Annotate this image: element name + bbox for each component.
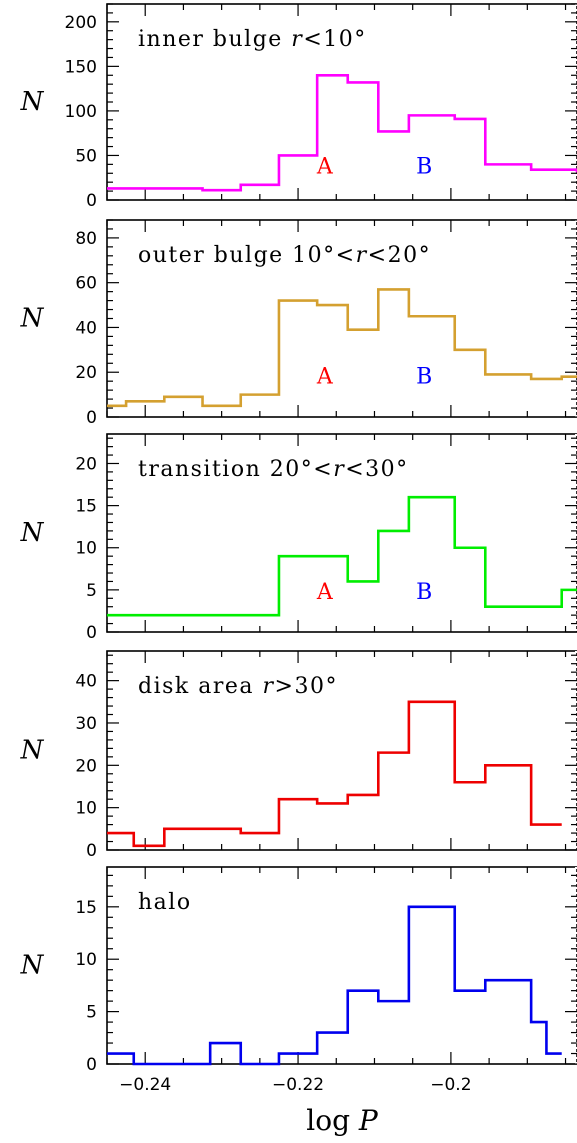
- histogram-series: [107, 700, 562, 848]
- y-tick-label: 20: [75, 454, 97, 474]
- y-axis-label: N: [20, 87, 45, 117]
- panel-title: outer bulge 10°<r<20°: [138, 243, 431, 268]
- plot-frame: [106, 433, 577, 633]
- y-tick-label: 10: [75, 539, 97, 559]
- y-tick-label: 20: [75, 363, 97, 383]
- y-tick-label: 30: [75, 714, 97, 734]
- group-label-a: A: [316, 364, 334, 389]
- y-tick-label: 20: [75, 756, 97, 776]
- y-tick-label: 60: [75, 274, 97, 294]
- y-tick-label: 0: [86, 191, 97, 211]
- group-label-a: A: [316, 580, 334, 605]
- panel-title: disk area r>30°: [138, 674, 338, 699]
- y-tick-label: 50: [75, 146, 97, 166]
- y-tick-label: 0: [86, 1055, 97, 1075]
- y-tick-label: 100: [65, 102, 97, 122]
- panel-title: transition 20°<r<30°: [138, 457, 409, 482]
- y-tick-label: 10: [75, 950, 97, 970]
- group-label-b: B: [416, 154, 432, 179]
- y-axis-label: N: [20, 518, 45, 548]
- plot-frame: [106, 866, 577, 1065]
- y-axis-label: N: [20, 736, 45, 766]
- y-axis-label: N: [20, 951, 45, 981]
- y-tick-label: 5: [86, 1003, 97, 1023]
- y-tick-label: 40: [75, 318, 97, 338]
- y-axis-label: N: [20, 304, 45, 334]
- histogram-series: [107, 288, 577, 408]
- y-tick-label: 0: [86, 841, 97, 861]
- group-label-a: A: [316, 154, 334, 179]
- x-tick-label: −0.24: [119, 1075, 171, 1095]
- histogram-series: [107, 905, 562, 1066]
- y-tick-label: 150: [65, 57, 97, 77]
- plot-frame: [106, 650, 577, 851]
- y-tick-label: 5: [86, 581, 97, 601]
- y-tick-label: 10: [75, 799, 97, 819]
- y-tick-label: 15: [75, 898, 97, 918]
- y-tick-label: 0: [86, 408, 97, 428]
- x-tick-label: −0.22: [272, 1075, 324, 1095]
- histogram-series: [107, 73, 577, 192]
- group-label-b: B: [416, 364, 432, 389]
- y-tick-label: 15: [75, 497, 97, 517]
- histogram-series: [107, 495, 577, 617]
- y-tick-label: 200: [65, 13, 97, 33]
- y-tick-label: 0: [86, 623, 97, 643]
- panel-title: halo: [138, 890, 192, 915]
- y-tick-label: 80: [75, 229, 97, 249]
- y-tick-label: 40: [75, 672, 97, 692]
- x-tick-label: −0.2: [430, 1075, 471, 1095]
- x-axis-label: log P: [306, 1104, 379, 1137]
- panel-title: inner bulge r<10°: [138, 27, 367, 52]
- group-label-b: B: [416, 580, 432, 605]
